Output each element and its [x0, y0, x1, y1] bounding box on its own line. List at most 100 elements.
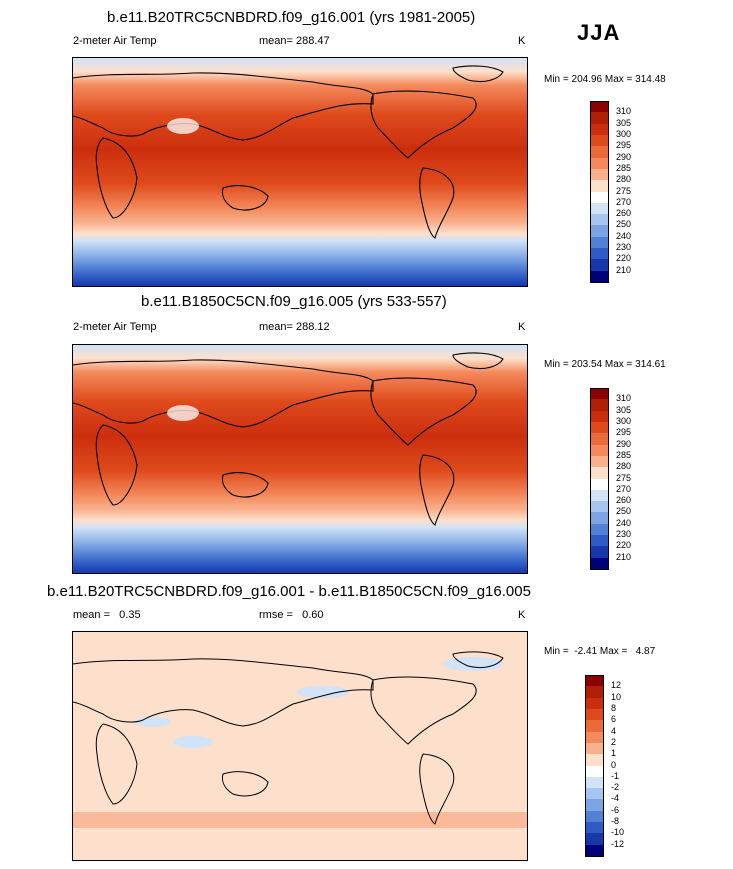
panel3-rmse: rmse = 0.60: [259, 609, 324, 621]
colorbar-label: 275: [616, 472, 632, 483]
colorbar-label: -6: [611, 804, 620, 815]
colorbar-label: -12: [611, 838, 625, 849]
colorbar-label: 250: [616, 219, 632, 230]
colorbar-cell: [585, 686, 604, 699]
colorbar-label: -2: [611, 782, 620, 793]
colorbar-cell: [590, 157, 609, 170]
colorbar-label: 230: [616, 529, 632, 540]
colorbar-cell: [590, 248, 609, 260]
colorbar-label: 300: [616, 128, 632, 139]
colorbar-label: 305: [616, 404, 632, 415]
colorbar-label: 285: [616, 162, 632, 173]
colorbar-label: -8: [611, 816, 620, 827]
colorbar-cell: [585, 742, 604, 755]
colorbar-label: 240: [616, 517, 632, 528]
colorbar-cell: [585, 799, 604, 812]
colorbar-cell: [590, 433, 609, 446]
colorbar-cell: [590, 134, 609, 147]
colorbar-cell: [590, 444, 609, 457]
colorbar-cell: [585, 675, 604, 687]
colorbar-cell: [585, 788, 604, 800]
colorbar-cell: [585, 822, 604, 834]
colorbar-label: 310: [616, 106, 632, 117]
panel1-map: [72, 57, 528, 287]
panel1-minmax: Min = 204.96 Max = 314.48: [544, 74, 666, 85]
panel1-title: b.e11.B20TRC5CNBDRD.f09_g16.001 (yrs 198…: [107, 9, 476, 26]
colorbar-cell: [590, 146, 609, 159]
colorbar-label: 4: [611, 725, 617, 736]
colorbar-label: 2: [611, 736, 617, 747]
colorbar-cell: [585, 765, 604, 778]
colorbar-cell: [590, 467, 609, 479]
panel3-title: b.e11.B20TRC5CNBDRD.f09_g16.001 - b.e11.…: [47, 583, 531, 600]
colorbar-label: -1: [611, 770, 620, 781]
colorbar-label: 12: [611, 680, 622, 691]
colorbar-cell: [590, 123, 609, 136]
colorbar-cell: [590, 236, 609, 249]
colorbar-cell: [590, 489, 609, 502]
colorbar-cell: [590, 202, 609, 215]
season-label: JJA: [577, 20, 621, 45]
colorbar-label: 290: [616, 151, 632, 162]
panel1-mean: mean= 288.47: [259, 35, 330, 47]
colorbar-cell: [585, 810, 604, 823]
colorbar-label: 305: [616, 117, 632, 128]
colorbar-cell: [590, 501, 609, 513]
colorbar-label: 295: [616, 140, 632, 151]
panel1-colorbar: 310 305 300 295 290 285 280 275 270 260 250 240 230 2…: [590, 101, 631, 283]
colorbar-cell: [590, 557, 609, 570]
colorbar-cell: [585, 754, 604, 766]
colorbar-cell: [590, 523, 609, 536]
colorbar-cell: [585, 731, 604, 744]
colorbar-cell: [590, 191, 609, 204]
colorbar-cell: [585, 708, 604, 721]
colorbar-label: 210: [616, 551, 632, 562]
colorbar-cell: [585, 833, 604, 846]
colorbar-label: 280: [616, 174, 632, 185]
colorbar-label: 210: [616, 264, 632, 275]
panel1-map-svg: [73, 58, 527, 286]
colorbar-cell: [590, 259, 609, 272]
colorbar-cell: [590, 421, 609, 434]
panel3-units: K: [518, 609, 526, 621]
colorbar-label: 1: [611, 748, 617, 759]
colorbar-cell: [585, 720, 604, 733]
colorbar-cell: [590, 399, 609, 412]
panel2-variable: 2-meter Air Temp: [73, 321, 157, 333]
panel3-map-svg: [73, 632, 527, 860]
panel2-units: K: [518, 321, 526, 333]
colorbar-cell: [585, 776, 604, 789]
colorbar-label: 260: [616, 495, 632, 506]
colorbar-label: 290: [616, 438, 632, 449]
colorbar-label: 270: [616, 196, 632, 207]
panel3-map: [72, 631, 528, 861]
colorbar-label: -4: [611, 793, 620, 804]
colorbar-label: 310: [616, 393, 632, 404]
colorbar-cell: [590, 512, 609, 525]
colorbar-label: 6: [611, 714, 617, 725]
colorbar-cell: [590, 546, 609, 559]
colorbar-label: 10: [611, 691, 622, 702]
colorbar-cell: [590, 455, 609, 468]
colorbar-cell: [590, 388, 609, 400]
colorbar-label: 285: [616, 449, 632, 460]
colorbar-label: -10: [611, 827, 625, 838]
panel2-colorbar: 310 305 300 295 290 285 280 275 270 260 250 240 230 2…: [590, 388, 631, 570]
panel3-colorbar: 12 10 8 6 4 2 1 0 -1 -2 -4 -6 -8 -10 -12: [585, 675, 624, 857]
colorbar-label: 295: [616, 427, 632, 438]
colorbar-label: 275: [616, 185, 632, 196]
colorbar-cell: [590, 214, 609, 226]
colorbar-cell: [590, 478, 609, 491]
colorbar-cell: [585, 844, 604, 857]
colorbar-cell: [585, 697, 604, 710]
colorbar-label: 0: [611, 759, 617, 770]
colorbar-label: 250: [616, 506, 632, 517]
colorbar-label: 260: [616, 208, 632, 219]
panel1-units: K: [518, 35, 526, 47]
colorbar-label: 300: [616, 415, 632, 426]
colorbar-label: 230: [616, 242, 632, 253]
panel2-map: [72, 344, 528, 574]
colorbar-cell: [590, 101, 609, 113]
colorbar-cell: [590, 168, 609, 181]
colorbar-label: 220: [616, 540, 632, 551]
